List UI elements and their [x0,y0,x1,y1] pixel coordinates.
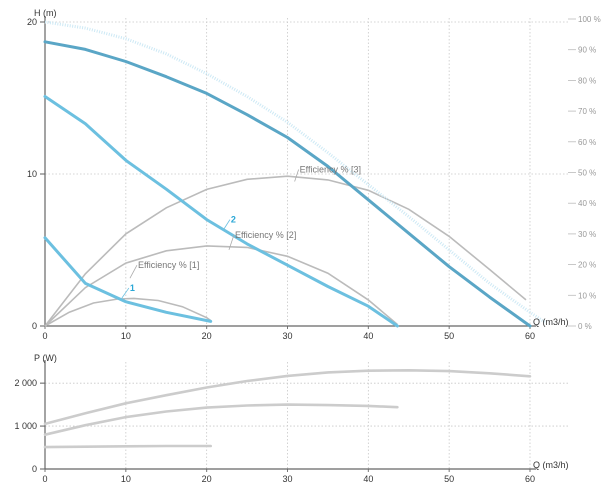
curve-number-label: 2 [231,215,236,225]
power-x-tick-label: 60 [525,474,535,484]
power-x-tick-label: 40 [363,474,373,484]
head-curve-1 [43,95,399,328]
power-x-tick-label: 50 [444,474,454,484]
efficiency-axis: 0 % 10 % 20 % 30 % 40 % 50 % 60 % 70 % 80 % 90 % 1… [568,15,601,331]
efficiency-tick-label: 20 % [578,261,596,270]
efficiency-curve-label: Efficiency % [3] [300,164,361,174]
head-x-tick-label: 30 [282,331,292,341]
power-chart-axes: 0 10 20 30 40 50 60 0 1 000 2 000 [14,360,536,484]
power-y-tick-label: 0 [32,464,37,474]
head-y-tick-label: 10 [27,169,37,179]
power-curve-2 [43,369,532,426]
head-flow-axis-title: Q (m3/h) [533,317,569,327]
efficiency-curve-label: Efficiency % [2] [235,230,296,240]
annotation-leader [222,219,231,231]
efficiency-curve-label: Efficiency % [1] [138,260,199,270]
efficiency-tick-label: 90 % [578,46,596,55]
head-x-tick-label: 40 [363,331,373,341]
power-x-tick-label: 20 [202,474,212,484]
power-y-tick-label: 1 000 [14,421,37,431]
head-chart-annotations: 1 2 Efficiency % [1] Efficiency % [2] Effici… [121,164,361,299]
efficiency-tick-label: 10 % [578,291,596,300]
head-x-tick-label: 20 [202,331,212,341]
head-chart-series [43,20,548,328]
efficiency-tick-label: 70 % [578,107,596,116]
efficiency-tick-label: 100 % [578,15,601,24]
head-x-tick-label: 60 [525,331,535,341]
power-x-tick-label: 30 [282,474,292,484]
efficiency-tick-label: 80 % [578,76,596,85]
curve-number-label: 1 [130,283,135,293]
power-x-tick-label: 10 [121,474,131,484]
power-curve-0 [43,444,212,449]
annotation-leader [129,265,138,279]
head-curve-0 [43,236,213,323]
power-curve-1 [43,403,399,436]
efficiency-curve-5 [44,175,527,327]
head-y-tick-label: 20 [27,17,37,27]
annotation-leader [228,234,235,250]
efficiency-curve-3 [44,297,212,327]
efficiency-tick-label: 0 % [578,322,592,331]
efficiency-tick-label: 30 % [578,230,596,239]
annotation-leader [121,287,130,299]
head-chart-axes: 0 10 20 30 40 50 60 0 10 20 [27,16,536,341]
head-y-tick-label: 0 [32,321,37,331]
power-chart-grid [44,362,568,469]
head-x-tick-label: 0 [42,331,47,341]
power-chart-series [43,369,532,449]
head-envelope-curve [44,20,548,325]
head-x-tick-label: 10 [121,331,131,341]
head-chart-grid [44,18,568,326]
power-axis-title: P (W) [34,353,57,363]
efficiency-tick-label: 40 % [578,199,596,208]
head-axis-title: H (m) [34,8,57,18]
head-x-tick-label: 50 [444,331,454,341]
head-flow-chart: 0 10 20 30 40 50 60 0 10 20 0 % 10 % 20 % 30 % 40 % 50… [27,8,601,341]
head-curve-2 [43,40,532,328]
annotation-leader [294,169,300,182]
power-y-tick-label: 2 000 [14,378,37,388]
efficiency-curve-4 [44,245,398,327]
efficiency-tick-label: 60 % [578,138,596,147]
power-flow-axis-title: Q (m3/h) [533,460,569,470]
efficiency-tick-label: 50 % [578,169,596,178]
power-flow-chart: 0 10 20 30 40 50 60 0 1 000 2 000 P (W) Q (m3/h) [14,353,568,484]
power-x-tick-label: 0 [42,474,47,484]
